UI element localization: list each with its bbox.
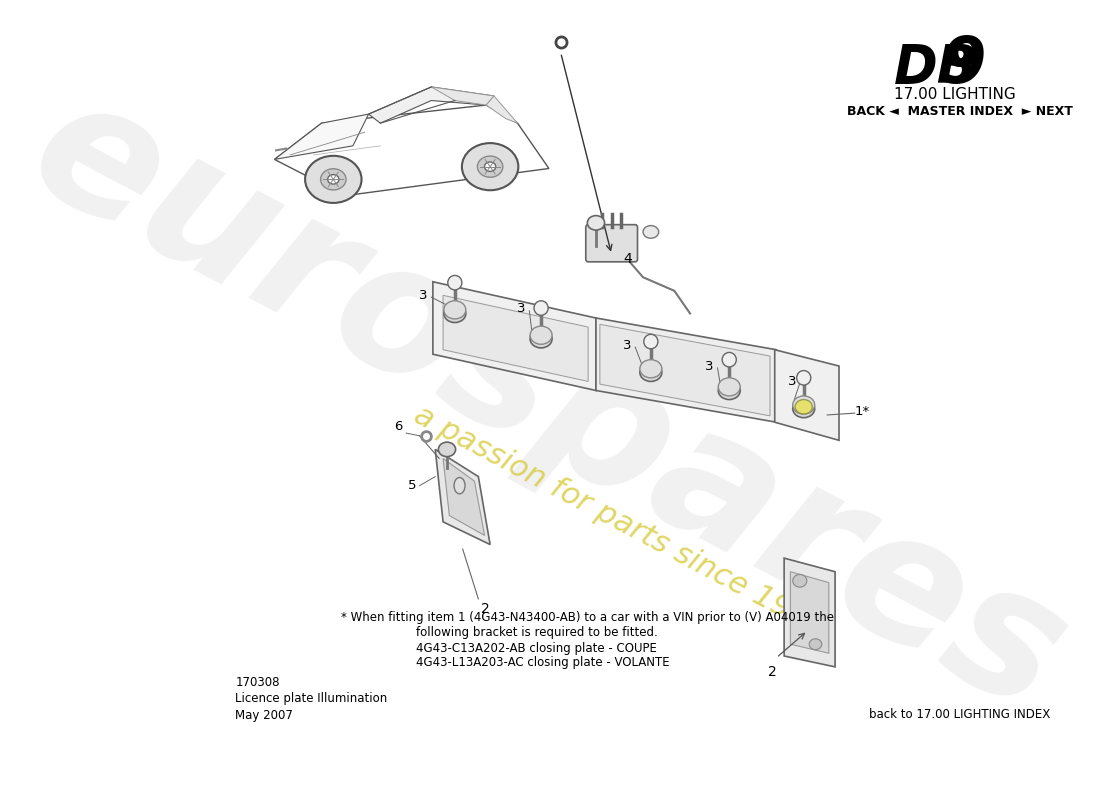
Text: 3: 3 [419, 289, 428, 302]
Ellipse shape [640, 360, 662, 378]
Text: 2: 2 [768, 665, 777, 679]
Text: 170308: 170308 [235, 676, 279, 689]
Ellipse shape [534, 301, 548, 315]
Text: BACK ◄  MASTER INDEX  ► NEXT: BACK ◄ MASTER INDEX ► NEXT [847, 105, 1072, 118]
Polygon shape [600, 324, 770, 416]
Text: 3: 3 [517, 302, 526, 315]
Ellipse shape [793, 574, 807, 587]
Ellipse shape [320, 169, 346, 190]
Text: 3: 3 [705, 359, 714, 373]
Ellipse shape [484, 162, 496, 171]
Polygon shape [436, 450, 491, 545]
Ellipse shape [448, 275, 462, 290]
Polygon shape [443, 458, 485, 535]
Ellipse shape [796, 370, 811, 385]
Text: 9: 9 [940, 34, 986, 96]
Polygon shape [275, 114, 368, 159]
Ellipse shape [328, 174, 339, 184]
Text: 2: 2 [481, 602, 490, 616]
Ellipse shape [462, 143, 518, 190]
Polygon shape [791, 572, 828, 654]
Ellipse shape [444, 301, 465, 319]
Text: 3: 3 [788, 375, 796, 388]
Text: DB: DB [894, 42, 978, 94]
Text: following bracket is required to be fitted.: following bracket is required to be fitt… [416, 626, 658, 639]
Text: May 2007: May 2007 [235, 709, 294, 722]
Ellipse shape [810, 638, 822, 650]
FancyBboxPatch shape [586, 225, 638, 262]
Text: * When fitting item 1 (4G43-N43400-AB) to a car with a VIN prior to (V) A04019 t: * When fitting item 1 (4G43-N43400-AB) t… [341, 610, 834, 624]
Ellipse shape [454, 478, 465, 494]
Ellipse shape [530, 326, 552, 344]
Ellipse shape [305, 156, 362, 203]
Ellipse shape [793, 399, 815, 418]
Polygon shape [275, 105, 549, 196]
Text: a passion for parts since 1985: a passion for parts since 1985 [409, 401, 829, 643]
Polygon shape [784, 558, 835, 667]
Text: 4G43-C13A202-AB closing plate - COUPE: 4G43-C13A202-AB closing plate - COUPE [416, 642, 657, 654]
Text: 1*: 1* [855, 405, 870, 418]
Text: 5: 5 [407, 479, 416, 492]
Text: 6: 6 [394, 420, 403, 434]
Text: 17.00 LIGHTING: 17.00 LIGHTING [894, 87, 1015, 102]
Polygon shape [368, 87, 494, 123]
Text: 3: 3 [623, 338, 631, 352]
Ellipse shape [439, 442, 455, 457]
Polygon shape [486, 96, 518, 123]
Polygon shape [433, 282, 596, 390]
Ellipse shape [718, 382, 740, 399]
Text: eurospares: eurospares [4, 58, 1094, 750]
Text: Licence plate Illumination: Licence plate Illumination [235, 692, 387, 706]
Ellipse shape [640, 363, 662, 382]
Polygon shape [774, 350, 839, 440]
Text: back to 17.00 LIGHTING INDEX: back to 17.00 LIGHTING INDEX [869, 708, 1050, 722]
Ellipse shape [444, 305, 465, 322]
Ellipse shape [644, 334, 658, 349]
Text: 4G43-L13A203-AC closing plate - VOLANTE: 4G43-L13A203-AC closing plate - VOLANTE [416, 656, 669, 669]
Ellipse shape [795, 399, 812, 414]
Ellipse shape [723, 353, 736, 367]
Ellipse shape [718, 378, 740, 396]
Polygon shape [443, 295, 588, 382]
Polygon shape [431, 87, 494, 105]
Ellipse shape [530, 330, 552, 348]
Text: 4: 4 [624, 252, 632, 266]
Ellipse shape [644, 226, 659, 238]
Ellipse shape [477, 156, 503, 178]
Ellipse shape [587, 216, 605, 230]
Polygon shape [596, 318, 777, 422]
Ellipse shape [793, 396, 815, 414]
